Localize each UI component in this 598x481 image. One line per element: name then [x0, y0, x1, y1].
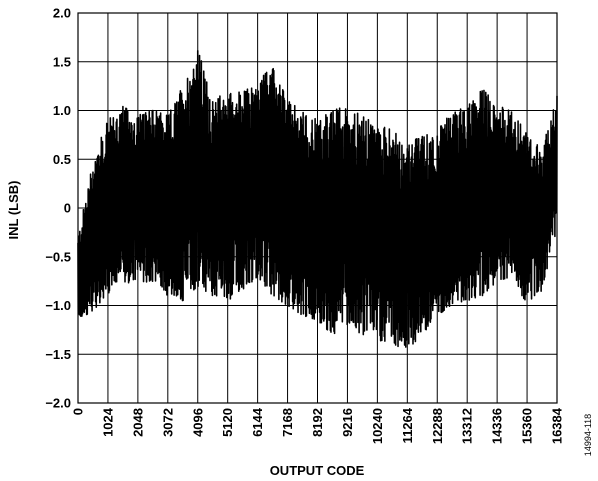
x-tick-label: 13312 [460, 408, 475, 444]
x-tick-label: 6144 [250, 407, 265, 437]
x-tick-label: 12288 [430, 408, 445, 444]
x-tick-label: 14336 [490, 408, 505, 444]
y-tick-label: 2.0 [53, 6, 71, 21]
inl-trace [77, 50, 558, 348]
y-tick-label: −1.5 [45, 347, 71, 362]
x-tick-label: 16384 [550, 407, 565, 444]
y-tick-label: 1.5 [53, 54, 71, 69]
x-tick-label: 3072 [160, 408, 175, 437]
x-tick-labels: 0 1024 2048 3072 4096 5120 6144 7168 8192 9216 102… [71, 407, 565, 444]
figure-id: 14994-118 [583, 414, 593, 456]
x-tick-label: 8192 [310, 408, 325, 437]
x-axis-title: OUTPUT CODE [270, 463, 365, 478]
x-tick-label: 5120 [220, 408, 235, 437]
x-tick-label: 4096 [190, 408, 205, 437]
y-tick-label: −2.0 [45, 396, 71, 411]
plot-frame [77, 12, 558, 404]
y-axis-title: INL (LSB) [6, 181, 21, 240]
y-tick-label: −1.0 [45, 298, 71, 313]
x-tick-label: 1024 [100, 407, 115, 437]
x-tick-label: 9216 [340, 408, 355, 437]
x-tick-label: 15360 [520, 408, 535, 444]
y-tick-label: 0 [64, 201, 71, 216]
y-tick-label: 0.5 [53, 152, 71, 167]
y-tick-label: −0.5 [45, 249, 71, 264]
y-tick-labels: 2.0 1.5 1.0 0.5 0 −0.5 −1.0 −1.5 −2.0 [45, 6, 71, 411]
x-tick-label: 0 [71, 408, 86, 415]
inl-series-line [77, 50, 558, 348]
y-tick-label: 1.0 [53, 103, 71, 118]
x-tick-label: 7168 [280, 408, 295, 437]
x-tick-label: 2048 [130, 408, 145, 437]
x-tick-label: 11264 [400, 407, 415, 443]
x-tick-label: 10240 [370, 408, 385, 444]
